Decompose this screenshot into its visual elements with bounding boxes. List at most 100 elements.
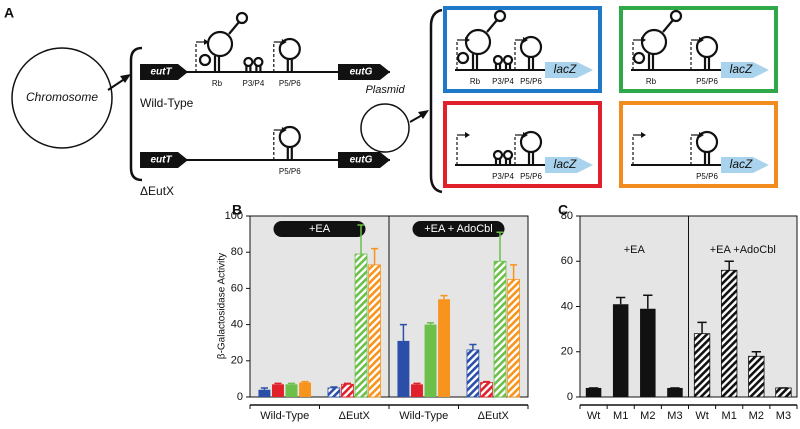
gene-label: eutG bbox=[350, 155, 373, 166]
x-tick-label: Wt bbox=[587, 410, 600, 422]
bar bbox=[640, 308, 656, 397]
bar bbox=[466, 349, 480, 398]
error-bar bbox=[260, 387, 268, 390]
bracket bbox=[129, 46, 143, 182]
y-tick-label: 80 bbox=[561, 210, 573, 222]
error-bar bbox=[399, 323, 407, 341]
error-bar bbox=[469, 343, 477, 350]
hairpin bbox=[213, 56, 221, 72]
bar bbox=[438, 299, 451, 397]
hairpin-loop bbox=[502, 149, 514, 161]
chromosome-circle bbox=[11, 47, 113, 149]
hairpin bbox=[286, 58, 293, 72]
bar bbox=[775, 387, 792, 398]
condition-badge bbox=[273, 221, 366, 237]
x-tick-label: M2 bbox=[749, 410, 764, 422]
construct-box bbox=[443, 6, 602, 93]
plasmid-circle bbox=[360, 103, 410, 153]
reporter-label: lacZ bbox=[554, 157, 577, 171]
y-tick-label: 80 bbox=[231, 246, 243, 258]
condition-label: +EA bbox=[309, 223, 331, 235]
y-tick-label: 100 bbox=[225, 210, 243, 222]
element-label: P3/P4 bbox=[243, 79, 265, 88]
condition-label: +EA + AdoCbl bbox=[424, 223, 493, 235]
error-bar bbox=[287, 382, 296, 385]
error-bar bbox=[724, 260, 734, 271]
element-label: P3/P4 bbox=[492, 77, 514, 86]
gene-label: eutT bbox=[150, 67, 172, 78]
error-bar bbox=[440, 294, 448, 300]
bar bbox=[272, 384, 284, 397]
y-tick-label: 60 bbox=[231, 282, 243, 294]
bar bbox=[258, 389, 271, 397]
element-label: P5/P6 bbox=[520, 172, 542, 181]
panel-label: C bbox=[558, 202, 568, 218]
bar bbox=[748, 355, 765, 398]
bar bbox=[327, 387, 341, 398]
hairpin-loop bbox=[253, 56, 264, 68]
bar bbox=[341, 383, 354, 398]
y-tick-label: 40 bbox=[231, 319, 243, 331]
hairpin-loop bbox=[502, 54, 514, 66]
error-bar bbox=[616, 296, 626, 305]
element-label: Rb bbox=[212, 79, 223, 88]
bar bbox=[354, 253, 368, 398]
element-label: P5/P6 bbox=[279, 167, 301, 176]
bar bbox=[411, 384, 423, 397]
hairpin-loop bbox=[695, 130, 719, 154]
x-tick-label: M3 bbox=[776, 410, 791, 422]
hairpin-loop bbox=[695, 35, 719, 59]
construct-box bbox=[619, 101, 778, 188]
x-tick-label: ΔEutX bbox=[478, 410, 510, 422]
error-bar bbox=[330, 386, 338, 388]
error-bar bbox=[274, 382, 282, 385]
bar bbox=[299, 382, 312, 397]
bar bbox=[507, 278, 520, 398]
y-tick-label: 0 bbox=[237, 391, 243, 403]
reporter-arrow bbox=[545, 62, 593, 78]
hairpin bbox=[286, 146, 293, 160]
element-label: P5/P6 bbox=[279, 79, 301, 88]
bar bbox=[693, 333, 711, 398]
deletion-label: ΔEutX bbox=[140, 184, 174, 198]
bar bbox=[721, 269, 738, 398]
bar bbox=[585, 387, 602, 397]
panel-label: A bbox=[4, 5, 14, 21]
hairpin bbox=[471, 54, 479, 70]
hairpin-loop bbox=[456, 51, 470, 65]
hairpin-loop bbox=[464, 28, 492, 56]
bar bbox=[397, 340, 410, 397]
element-label: P5/P6 bbox=[520, 77, 542, 86]
construct-box bbox=[443, 101, 602, 188]
chromosome-label: Chromosome bbox=[26, 90, 98, 104]
hairpin-loop bbox=[493, 9, 507, 23]
bar bbox=[493, 260, 507, 398]
y-tick-label: 60 bbox=[561, 255, 573, 267]
error-bar bbox=[751, 351, 761, 357]
error-bar bbox=[643, 294, 653, 309]
panel-label: B bbox=[232, 202, 242, 218]
x-tick-label: M3 bbox=[667, 410, 682, 422]
error-bar bbox=[357, 224, 365, 255]
error-bar bbox=[510, 264, 518, 280]
error-bar bbox=[496, 231, 504, 262]
bar bbox=[480, 382, 493, 398]
promoter-head bbox=[641, 132, 646, 138]
error-bar bbox=[426, 322, 435, 325]
reporter-arrow bbox=[721, 62, 769, 78]
gene-label: eutT bbox=[150, 155, 172, 166]
hairpin-loop bbox=[669, 9, 683, 23]
hairpin-loop bbox=[492, 149, 504, 161]
x-tick-label: M1 bbox=[613, 410, 628, 422]
y-axis-title: β-Galactosidase Activity bbox=[217, 253, 228, 359]
hairpin bbox=[703, 151, 711, 165]
x-tick-label: M1 bbox=[722, 410, 737, 422]
hairpin-loop bbox=[519, 130, 543, 154]
element-label: P3/P4 bbox=[492, 172, 514, 181]
hairpin-loop bbox=[492, 54, 504, 66]
hairpin bbox=[703, 56, 711, 70]
hairpin bbox=[228, 21, 240, 35]
hairpin-loop bbox=[278, 37, 301, 61]
arrowhead bbox=[418, 110, 429, 119]
